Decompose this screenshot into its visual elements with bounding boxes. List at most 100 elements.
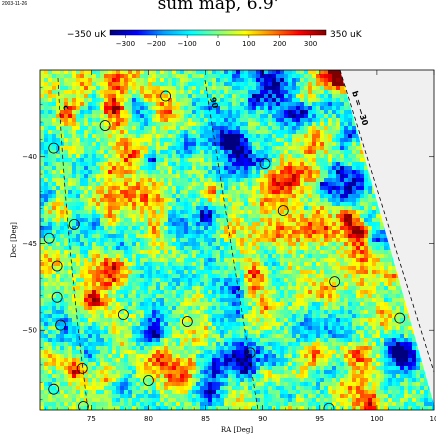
heatmap-cell (152, 166, 156, 170)
heatmap-cell (220, 242, 224, 246)
heatmap-cell (248, 78, 252, 82)
heatmap-cell (292, 246, 296, 250)
heatmap-cell (64, 174, 68, 178)
heatmap-cell (80, 82, 84, 86)
heatmap-cell (112, 262, 116, 266)
heatmap-cell (164, 138, 168, 142)
heatmap-cell (212, 194, 216, 198)
heatmap-cell (296, 210, 300, 214)
heatmap-cell (176, 110, 180, 114)
heatmap-cell (368, 262, 372, 266)
heatmap-cell (352, 202, 356, 206)
heatmap-cell (84, 270, 88, 274)
heatmap-cell (312, 114, 316, 118)
heatmap-cell (52, 98, 56, 102)
heatmap-cell (292, 106, 296, 110)
heatmap-cell (240, 130, 244, 134)
heatmap-cell (356, 254, 360, 258)
heatmap-cell (220, 126, 224, 130)
heatmap-cell (268, 222, 272, 226)
heatmap-cell (228, 130, 232, 134)
heatmap-cell (60, 134, 64, 138)
heatmap-cell (256, 202, 260, 206)
heatmap-cell (168, 186, 172, 190)
heatmap-cell (112, 246, 116, 250)
heatmap-cell (88, 106, 92, 110)
heatmap-cell (220, 78, 224, 82)
heatmap-cell (328, 102, 332, 106)
heatmap-cell (92, 166, 96, 170)
heatmap-cell (324, 126, 328, 130)
heatmap-cell (288, 70, 292, 74)
heatmap-cell (280, 86, 284, 90)
heatmap-cell (344, 238, 348, 242)
heatmap-cell (156, 166, 160, 170)
heatmap-cell (352, 222, 356, 226)
heatmap-cell (92, 118, 96, 122)
heatmap-cell (224, 250, 228, 254)
heatmap-cell (172, 118, 176, 122)
heatmap-cell (260, 70, 264, 74)
heatmap-cell (312, 106, 316, 110)
heatmap-cell (164, 146, 168, 150)
heatmap-cell (340, 230, 344, 234)
heatmap-cell (304, 174, 308, 178)
heatmap-cell (164, 118, 168, 122)
heatmap-cell (196, 266, 200, 270)
heatmap-cell (80, 250, 84, 254)
heatmap-cell (112, 198, 116, 202)
heatmap-cell (280, 98, 284, 102)
heatmap-cell (320, 74, 324, 78)
heatmap-cell (44, 102, 48, 106)
heatmap-cell (152, 182, 156, 186)
heatmap-cell (172, 250, 176, 254)
heatmap-cell (232, 162, 236, 166)
heatmap-cell (264, 254, 268, 258)
heatmap-cell (192, 250, 196, 254)
heatmap-cell (164, 114, 168, 118)
heatmap-cell (152, 250, 156, 254)
heatmap-cell (184, 122, 188, 126)
heatmap-cell (100, 146, 104, 150)
heatmap-cell (172, 246, 176, 250)
heatmap-cell (296, 126, 300, 130)
heatmap-cell (184, 146, 188, 150)
heatmap-cell (276, 98, 280, 102)
heatmap-cell (164, 222, 168, 226)
heatmap-cell (204, 70, 208, 74)
heatmap-cell (240, 218, 244, 222)
heatmap-cell (252, 234, 256, 238)
heatmap-cell (220, 82, 224, 86)
heatmap-cell (312, 218, 316, 222)
heatmap-cell (112, 222, 116, 226)
heatmap-cell (244, 214, 248, 218)
heatmap-cell (152, 154, 156, 158)
heatmap-cell (220, 238, 224, 242)
heatmap-cell (48, 170, 52, 174)
heatmap-cell (180, 122, 184, 126)
heatmap-cell (76, 190, 80, 194)
heatmap-cell (168, 206, 172, 210)
heatmap-cell (180, 150, 184, 154)
heatmap-cell (244, 138, 248, 142)
heatmap-cell (280, 182, 284, 186)
heatmap-cell (332, 250, 336, 254)
heatmap-cell (328, 262, 332, 266)
heatmap-cell (140, 226, 144, 230)
heatmap-cell (252, 222, 256, 226)
heatmap-cell (288, 118, 292, 122)
heatmap-cell (340, 158, 344, 162)
heatmap-cell (272, 178, 276, 182)
heatmap-cell (288, 86, 292, 90)
heatmap-cell (124, 142, 128, 146)
heatmap-cell (304, 182, 308, 186)
heatmap-cell (200, 86, 204, 90)
heatmap-cell (292, 146, 296, 150)
heatmap-cell (328, 86, 332, 90)
heatmap-cell (128, 154, 132, 158)
heatmap-cell (120, 270, 124, 274)
heatmap-cell (228, 194, 232, 198)
heatmap-cell (96, 226, 100, 230)
heatmap-cell (376, 242, 380, 246)
heatmap-cell (64, 270, 68, 274)
